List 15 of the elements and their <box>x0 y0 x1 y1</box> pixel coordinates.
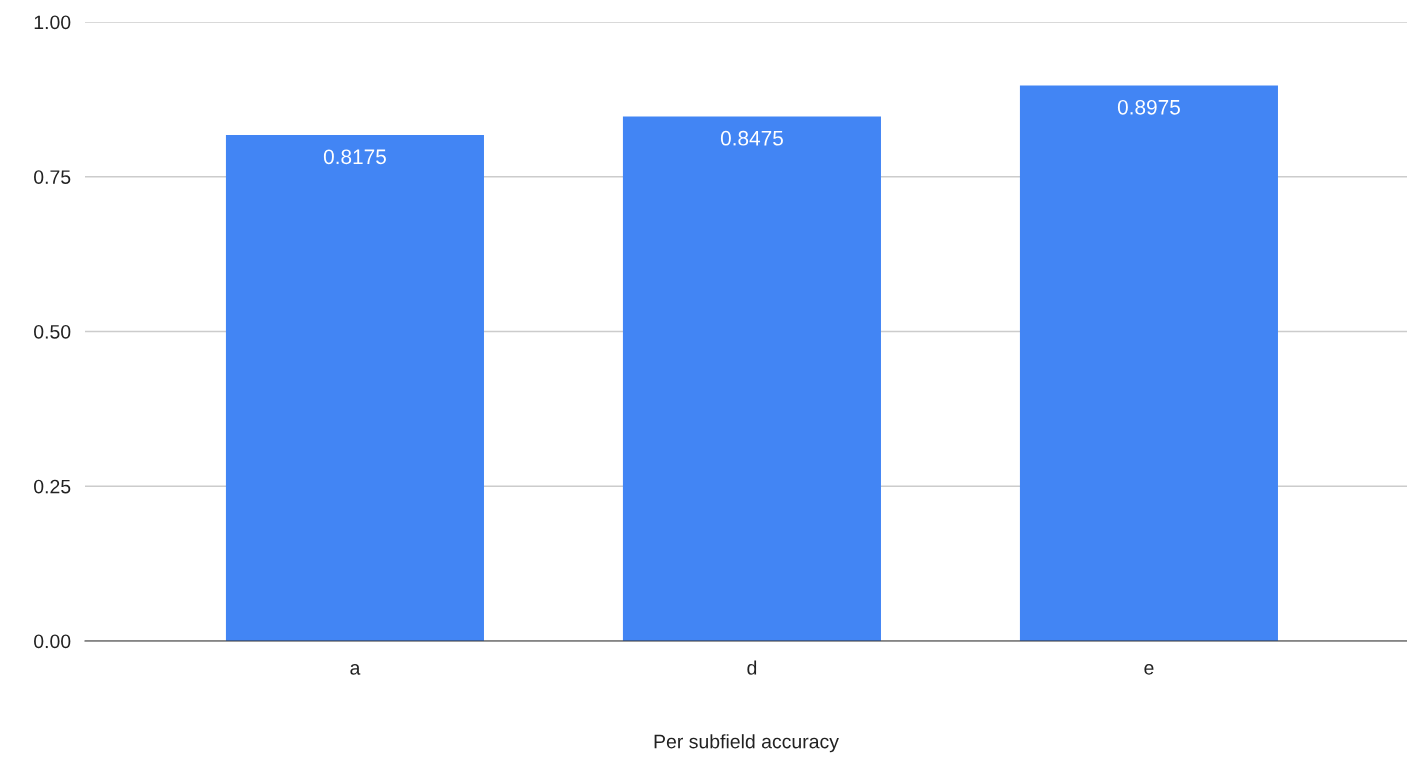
y-tick-label: 0.25 <box>34 479 71 494</box>
x-axis-title: Per subfield accuracy <box>654 734 839 753</box>
data-label: 0.8175 <box>323 149 386 165</box>
y-tick-label: 0.50 <box>34 324 71 339</box>
y-tick-label: 1.00 <box>34 15 71 30</box>
data-label: 0.8975 <box>1117 99 1180 115</box>
bar <box>622 116 881 641</box>
bar <box>1019 85 1278 641</box>
x-tick-label: e <box>1144 664 1154 675</box>
data-label: 0.8475 <box>720 130 783 146</box>
bar <box>225 134 484 641</box>
y-tick-label: 0.75 <box>34 170 71 184</box>
x-tick-label: a <box>350 664 361 675</box>
x-tick-label: d <box>747 660 757 675</box>
y-tick-label: 0.00 <box>34 634 71 649</box>
